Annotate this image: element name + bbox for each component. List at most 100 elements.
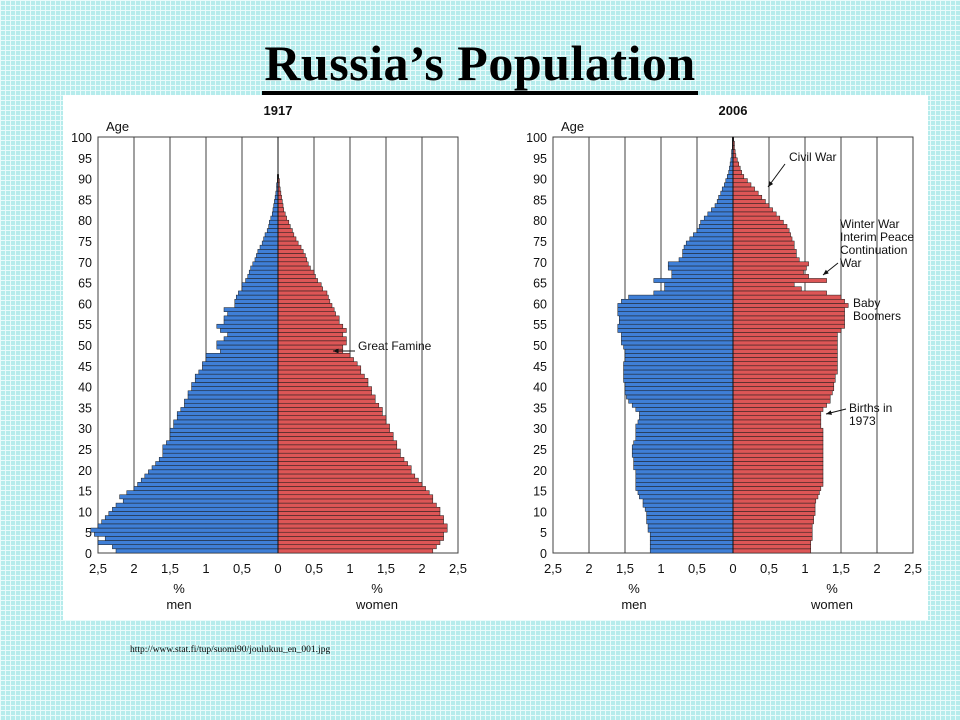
bar-men <box>216 344 279 350</box>
bar-men <box>216 340 279 346</box>
bar-men <box>202 361 279 367</box>
bar-women <box>277 357 354 362</box>
annotation-label-line: Boomers <box>853 309 901 323</box>
bar-men <box>635 477 734 483</box>
y-tick-label: 60 <box>78 297 92 311</box>
x-tick-label: 0 <box>274 561 281 576</box>
bar-men <box>270 215 279 221</box>
x-axis-label-men-line: men <box>166 597 191 612</box>
y-axis-label: Age <box>106 119 129 134</box>
annotation-label: Civil War <box>789 150 837 164</box>
bar-women <box>277 269 315 275</box>
source-url: http://www.stat.fi/tup/suomi90/joulukuu_… <box>130 645 331 655</box>
bar-men <box>635 473 734 479</box>
annotation-label-line: 1973 <box>849 414 876 428</box>
bar-men <box>202 365 279 371</box>
y-tick-label: 35 <box>533 401 547 415</box>
bar-women <box>277 257 308 263</box>
bar-men <box>176 415 279 421</box>
x-axis-label-men-line: % <box>173 581 185 596</box>
bar-men <box>623 378 734 383</box>
bar-men <box>94 531 279 537</box>
y-tick-label: 10 <box>78 505 92 519</box>
slide-title-text: Russia’s Population <box>262 35 698 96</box>
annotation-label-line: Baby <box>853 296 880 310</box>
bar-women <box>277 282 322 288</box>
bar-men <box>726 174 734 179</box>
bar-women <box>277 411 383 416</box>
bar-women <box>277 194 282 200</box>
y-tick-label: 90 <box>533 173 547 187</box>
x-axis-label-men: %men <box>621 581 646 612</box>
bar-women <box>277 544 437 550</box>
bar-women <box>732 203 770 208</box>
bar-women <box>732 378 836 383</box>
annotation-label-line: Births in <box>849 401 892 415</box>
bar-men <box>664 282 734 288</box>
bar-women <box>277 465 412 471</box>
bar-women <box>732 386 835 392</box>
bar-women <box>277 290 328 296</box>
bar-men <box>257 249 279 254</box>
bar-men <box>223 319 279 325</box>
bar-women <box>732 170 742 175</box>
bar-men <box>227 311 279 317</box>
x-tick-label: 1 <box>801 561 808 576</box>
bar-men <box>119 494 279 500</box>
bar-men <box>271 211 279 217</box>
x-axis-label-men-line: % <box>628 581 640 596</box>
bar-women <box>732 436 824 441</box>
bar-men <box>633 457 734 462</box>
bar-women <box>277 519 444 525</box>
bar-women <box>732 432 824 437</box>
bar-women <box>277 215 287 221</box>
y-axis-label: Age <box>561 119 584 134</box>
y-tick-label: 55 <box>533 318 547 332</box>
bar-women <box>732 315 845 321</box>
x-axis-label-men: %men <box>166 581 191 612</box>
x-axis-label-women: %women <box>355 581 398 612</box>
bar-women <box>277 373 365 379</box>
bar-women <box>277 536 444 541</box>
bar-women <box>732 224 788 229</box>
y-tick-label: 30 <box>78 422 92 436</box>
bar-men <box>621 298 734 304</box>
bar-men <box>626 394 734 400</box>
bar-women <box>277 353 351 358</box>
bar-women <box>277 486 426 491</box>
bar-men <box>624 382 734 387</box>
bar-women <box>277 386 372 392</box>
bar-men <box>642 502 734 508</box>
bar-men <box>162 448 279 454</box>
bar-men <box>644 506 734 512</box>
y-tick-label: 35 <box>78 401 92 415</box>
bar-women <box>277 461 408 466</box>
bar-women <box>732 506 816 512</box>
bar-men <box>729 165 734 171</box>
bar-women <box>277 498 434 504</box>
bar-women <box>277 361 358 367</box>
y-tick-label: 40 <box>78 381 92 395</box>
bar-men <box>187 390 279 396</box>
bar-women <box>277 440 398 446</box>
y-tick-label: 65 <box>78 277 92 291</box>
pyramid-1917: 2,5 2 1,5 1 0,5 0 0,5 1 1,5 2 2,505101520253035404… <box>71 103 467 612</box>
bar-women <box>732 382 835 387</box>
bar-men <box>649 548 734 554</box>
bar-men <box>617 328 734 333</box>
bar-men <box>618 319 734 325</box>
bar-men <box>235 294 279 300</box>
bar-women <box>277 278 318 283</box>
bar-men <box>696 228 734 233</box>
bar-men <box>653 290 734 296</box>
bar-women <box>732 419 822 425</box>
bar-women <box>732 494 819 500</box>
bar-men <box>198 369 279 375</box>
x-tick-label: 1 <box>346 561 353 576</box>
bar-women <box>277 482 423 487</box>
bar-men <box>624 348 734 354</box>
bar-men <box>724 182 734 188</box>
annotation-arrowhead <box>333 348 339 354</box>
bar-women <box>277 224 291 229</box>
